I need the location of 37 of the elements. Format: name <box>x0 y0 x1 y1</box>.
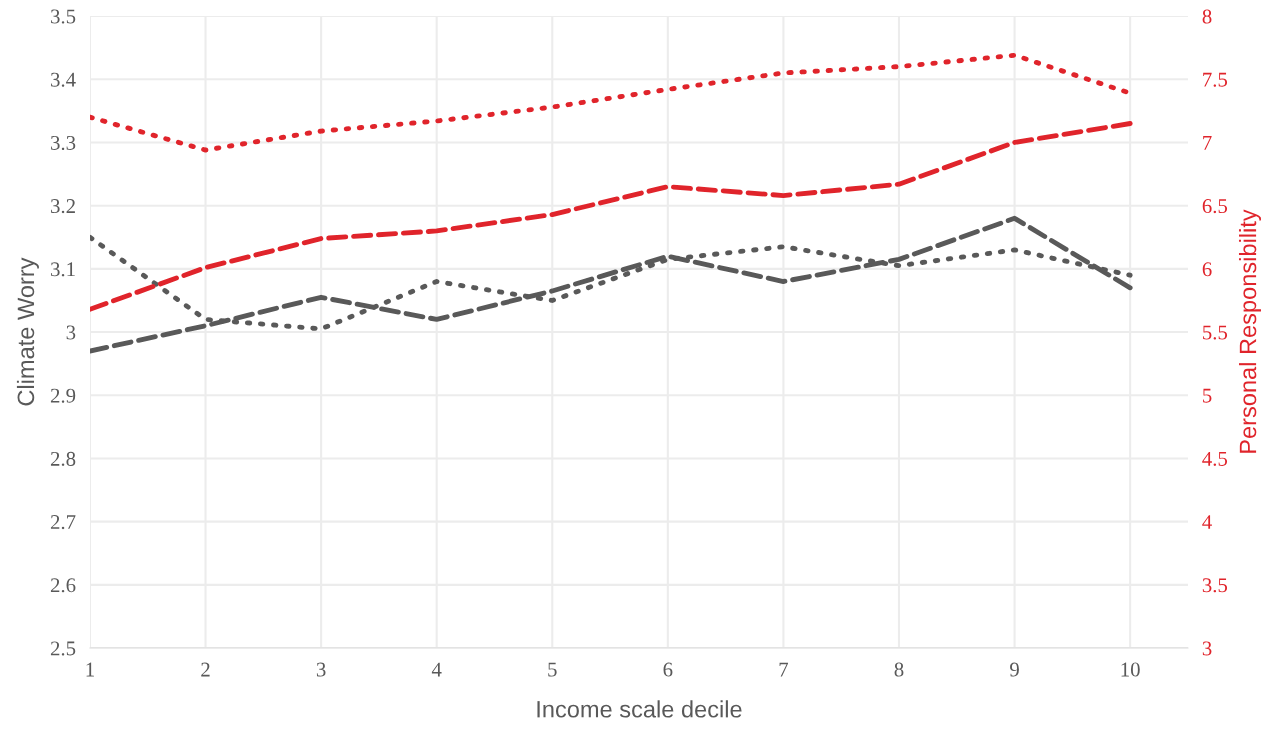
y-tick-label: 3.1 <box>51 262 75 277</box>
x-tick-label: 9 <box>1010 662 1019 677</box>
y-tick-label: 2.5 <box>50 641 76 656</box>
y-tick-label: 3.5 <box>51 9 76 24</box>
y2-tick-label: 8 <box>1202 9 1212 24</box>
y2-axis-title: Personal Responsibility <box>1238 209 1261 453</box>
x-tick-label: 7 <box>779 662 789 677</box>
x-tick-label: 4 <box>431 662 442 677</box>
y-tick-label: 3 <box>66 325 76 340</box>
y2-tick-label: 5.5 <box>1203 325 1228 340</box>
line-series <box>89 121 1133 312</box>
x-tick-label: 5 <box>548 662 557 677</box>
y2-tick-label: 4.5 <box>1202 451 1228 466</box>
y2-tick-label: 3 <box>1202 641 1212 656</box>
y-tick-label: 2.9 <box>50 388 76 403</box>
y2-tick-label: 6.5 <box>1202 199 1228 214</box>
y-tick-label: 2.6 <box>50 578 76 593</box>
y-tick-label: 2.8 <box>50 451 76 466</box>
x-axis-title: Income scale decile <box>537 700 742 718</box>
y2-tick-label: 3.5 <box>1202 578 1228 593</box>
y-tick-label: 3.3 <box>51 135 76 150</box>
y-axis-title: Climate Worry <box>16 257 39 406</box>
y-tick-label: 3.4 <box>51 72 76 87</box>
y2-tick-label: 7 <box>1203 136 1212 150</box>
x-tick-label: 2 <box>201 662 210 677</box>
y-tick-label: 3.2 <box>51 199 75 214</box>
y2-tick-label: 5 <box>1203 388 1212 403</box>
x-tick-label: 10 <box>1121 662 1140 677</box>
y2-tick-label: 6 <box>1202 262 1212 277</box>
y2-tick-label: 4 <box>1202 515 1212 529</box>
x-tick-label: 1 <box>86 662 94 677</box>
x-tick-label: 3 <box>316 662 326 677</box>
x-tick-label: 6 <box>663 662 673 677</box>
line-series <box>89 215 1133 354</box>
y-tick-label: 2.7 <box>50 515 76 530</box>
y2-tick-label: 7.5 <box>1203 72 1228 87</box>
x-tick-label: 8 <box>894 662 904 677</box>
